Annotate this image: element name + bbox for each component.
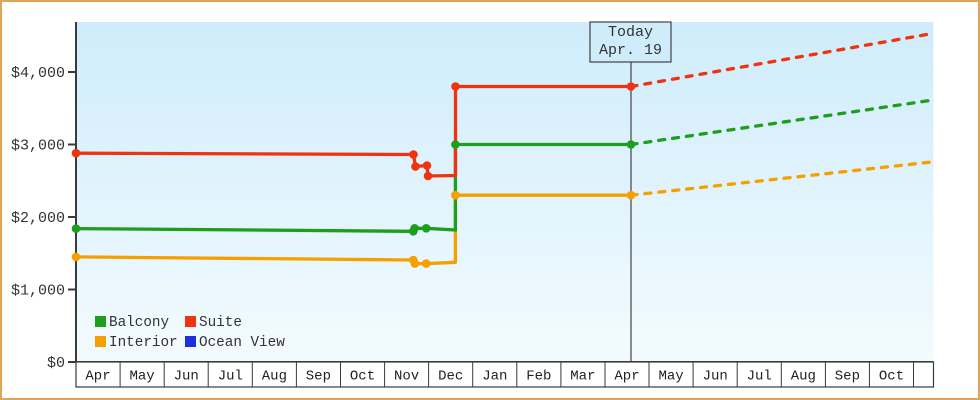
svg-text:Apr: Apr xyxy=(614,369,639,385)
svg-text:Aug: Aug xyxy=(791,369,816,385)
svg-text:May: May xyxy=(658,369,683,385)
svg-text:$2,000: $2,000 xyxy=(11,210,65,227)
svg-text:Ocean View: Ocean View xyxy=(199,335,285,351)
svg-text:Jul: Jul xyxy=(747,369,772,385)
svg-text:Aug: Aug xyxy=(262,369,287,385)
svg-text:$1,000: $1,000 xyxy=(11,283,65,300)
svg-text:Apr: Apr xyxy=(85,369,110,385)
svg-text:Jan: Jan xyxy=(482,369,507,385)
svg-text:$4,000: $4,000 xyxy=(11,65,65,82)
svg-text:Sep: Sep xyxy=(835,369,860,385)
svg-text:Interior: Interior xyxy=(109,335,178,351)
svg-text:Balcony: Balcony xyxy=(109,315,169,331)
svg-text:Jul: Jul xyxy=(218,369,243,385)
svg-text:Dec: Dec xyxy=(438,369,463,385)
svg-text:Oct: Oct xyxy=(350,369,375,385)
svg-text:Nov: Nov xyxy=(394,369,419,385)
svg-text:Apr. 19: Apr. 19 xyxy=(599,42,662,59)
svg-text:Oct: Oct xyxy=(879,369,904,385)
svg-text:Jun: Jun xyxy=(703,369,728,385)
svg-text:Sep: Sep xyxy=(306,369,331,385)
svg-text:Jun: Jun xyxy=(174,369,199,385)
svg-text:$0: $0 xyxy=(47,355,65,372)
svg-text:Suite: Suite xyxy=(199,315,242,331)
svg-text:Mar: Mar xyxy=(570,369,595,385)
svg-text:Today: Today xyxy=(608,24,653,41)
svg-text:Feb: Feb xyxy=(526,369,551,385)
svg-text:May: May xyxy=(129,369,154,385)
svg-text:$3,000: $3,000 xyxy=(11,138,65,155)
